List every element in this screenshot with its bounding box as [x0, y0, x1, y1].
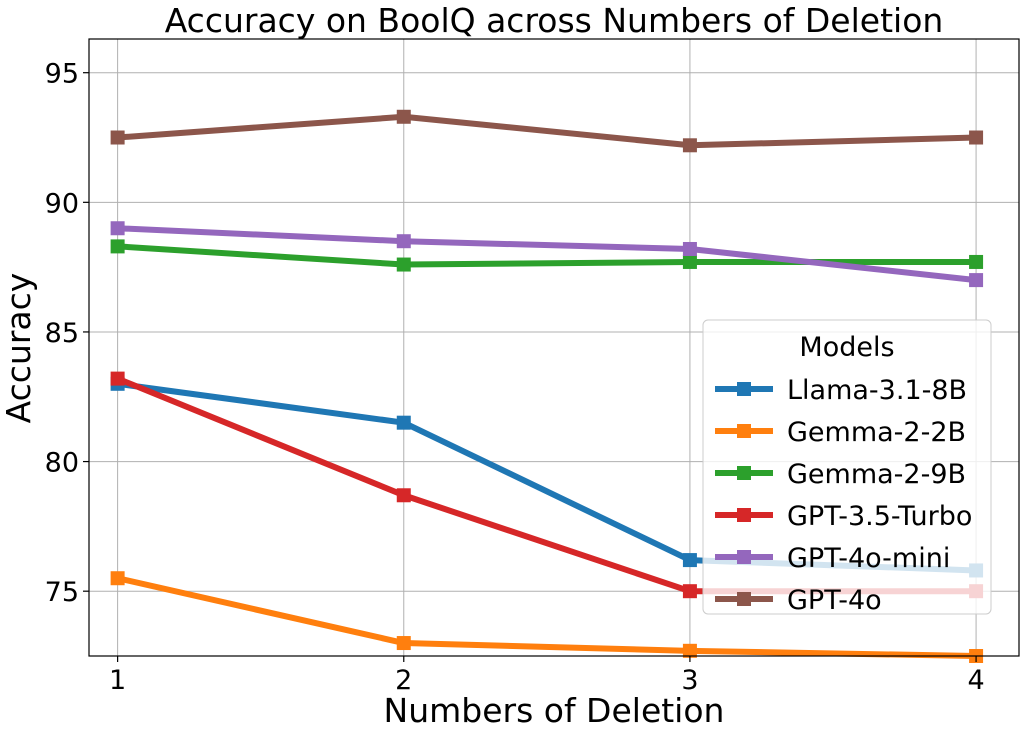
x-tick-label: 4: [967, 665, 984, 696]
data-point-gemma-2-2b: [682, 643, 697, 658]
data-point-gpt-4o: [396, 109, 411, 124]
axis-ticks: 1 2 3 4 75 80 85 90 95: [45, 59, 985, 696]
series-line-gpt-4o-mini: [117, 225, 977, 284]
x-tick-label: 3: [681, 665, 698, 696]
legend-item-gpt-4o: GPT-4o: [715, 585, 882, 616]
legend-item-gpt-4o-mini: GPT-4o-mini: [715, 543, 950, 574]
legend-label: Gemma-2-2B: [787, 417, 966, 448]
data-point-gpt-4o-mini: [110, 221, 125, 236]
series-line-gemma-2-2b: [116, 575, 977, 659]
legend-label: Gemma-2-9B: [787, 459, 966, 490]
series-line-gemma-2-9b: [117, 243, 977, 268]
data-point-gemma-2-9b: [396, 257, 411, 272]
legend-label: GPT-4o-mini: [787, 543, 950, 574]
series-gpt-4o: [110, 109, 984, 153]
data-point-gpt-4o-mini: [969, 273, 984, 288]
x-axis-label: Numbers of Deletion: [384, 691, 725, 728]
legend-item-gemma-2-2b: Gemma-2-2B: [715, 417, 966, 448]
y-tick-label: 80: [45, 448, 79, 479]
data-point-gpt-4o: [682, 138, 697, 153]
data-point-gpt-3-5-turbo: [110, 371, 125, 386]
legend: Models Llama-3.1-8B Gemma-2-2B Gemma-2-9B G…: [702, 319, 992, 616]
chart-title: Accuracy on BoolQ across Numbers of Dele…: [165, 1, 944, 40]
data-point-llama-3-1-8b: [396, 415, 411, 430]
legend-item-gemma-2-9b: Gemma-2-9B: [715, 459, 966, 490]
y-tick-label: 90: [45, 188, 79, 219]
data-point-gpt-4o-mini: [682, 241, 697, 256]
data-point-gpt-3-5-turbo: [682, 584, 697, 599]
legend-swatch-marker: [737, 466, 751, 480]
legend-label: GPT-3.5-Turbo: [787, 501, 972, 532]
data-point-gemma-2-9b: [682, 254, 697, 269]
y-tick-label: 95: [45, 59, 79, 90]
legend-label: GPT-4o: [787, 585, 882, 616]
data-point-gemma-2-9b: [110, 239, 125, 254]
data-point-gpt-4o: [969, 130, 984, 145]
legend-item-gpt-3-5-turbo: GPT-3.5-Turbo: [715, 501, 972, 532]
legend-swatch-marker: [737, 382, 751, 396]
legend-items: Llama-3.1-8B Gemma-2-2B Gemma-2-9B GPT-3.5-…: [715, 375, 972, 616]
series-gpt-4o-mini: [110, 221, 984, 288]
data-point-gemma-2-9b: [969, 254, 984, 269]
data-point-gpt-4o: [110, 130, 125, 145]
legend-label: Llama-3.1-8B: [787, 375, 967, 406]
data-point-gpt-4o-mini: [396, 234, 411, 249]
y-tick-label: 75: [45, 577, 79, 608]
y-axis-label: Accuracy: [0, 273, 38, 424]
x-tick-label: 1: [109, 665, 126, 696]
data-point-gemma-2-2b: [396, 636, 411, 651]
legend-swatch-marker: [737, 508, 751, 522]
series-line-gpt-4o: [117, 113, 977, 149]
legend-box: [702, 319, 992, 615]
legend-swatch-marker: [737, 550, 751, 564]
legend-item-llama-3-1-8b: Llama-3.1-8B: [715, 375, 967, 406]
data-point-gemma-2-2b: [110, 571, 125, 586]
legend-title: Models: [799, 332, 894, 363]
x-tick-label: 2: [395, 665, 412, 696]
data-point-llama-3-1-8b: [682, 553, 697, 568]
data-point-gpt-3-5-turbo: [396, 488, 411, 503]
legend-swatch-marker: [737, 424, 751, 438]
plot-area-border: [88, 38, 1020, 657]
y-tick-label: 85: [45, 318, 79, 349]
legend-swatch-marker: [737, 592, 751, 606]
